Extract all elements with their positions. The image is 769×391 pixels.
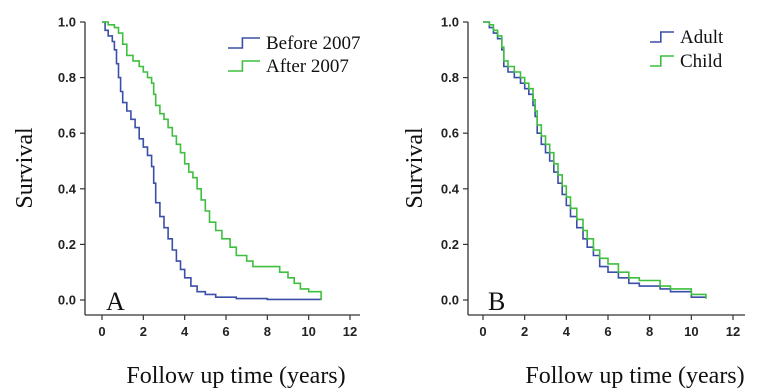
y-tick-label: 0.0 (441, 293, 459, 308)
y-tick-label: 0.0 (58, 293, 76, 308)
series-line-adult (483, 21, 707, 299)
x-tick-label: 2 (521, 324, 528, 339)
x-tick-label: 0 (479, 324, 486, 339)
x-tick-label: 4 (181, 324, 189, 339)
legend-label: Child (680, 51, 723, 72)
legend-key (650, 31, 674, 43)
legend-key (228, 37, 260, 49)
series-line-child (483, 21, 707, 299)
x-tick-label: 12 (726, 324, 740, 339)
legend: Adult Child (650, 27, 724, 72)
y-tick-label: 1.0 (58, 15, 76, 30)
legend-label: Adult (680, 27, 724, 48)
x-axis-title: Follow up time (years) (126, 363, 345, 389)
x-axis-title: Follow up time (years) (525, 363, 744, 389)
legend-key (228, 60, 260, 72)
panel-letter: A (106, 287, 125, 316)
y-tick-label: 0.6 (58, 126, 76, 141)
y-tick-label: 0.4 (441, 181, 460, 196)
y-axis-title: Survival (12, 127, 38, 209)
panel-letter: B (488, 287, 505, 316)
y-tick-label: 1.0 (441, 15, 459, 30)
y-tick-label: 0.2 (441, 237, 459, 252)
x-ticks: 0 2 4 6 8 10 12 (479, 315, 740, 339)
series-line-after-2007 (102, 21, 322, 300)
legend-key (650, 55, 674, 67)
y-tick-label: 0.8 (58, 70, 76, 85)
x-tick-label: 6 (604, 324, 611, 339)
x-tick-label: 12 (343, 324, 357, 339)
y-tick-label: 0.8 (441, 70, 459, 85)
y-tick-label: 0.6 (441, 126, 459, 141)
series-layer (483, 21, 707, 299)
x-tick-label: 2 (140, 324, 147, 339)
x-tick-label: 10 (301, 324, 315, 339)
series-layer (102, 21, 322, 301)
x-tick-label: 8 (646, 324, 653, 339)
y-ticks: 0.0 0.2 0.4 0.6 0.8 1.0 (58, 15, 85, 308)
legend-label: Before 2007 (266, 33, 360, 54)
x-tick-label: 4 (563, 324, 571, 339)
series-line-before-2007 (102, 21, 322, 301)
x-tick-label: 10 (684, 324, 698, 339)
y-axis-title: Survival (402, 127, 428, 209)
y-tick-label: 0.4 (58, 181, 77, 196)
x-tick-label: 6 (222, 324, 229, 339)
legend-label: After 2007 (266, 56, 349, 77)
panel-b: 0 2 4 6 8 10 12 0.0 0.2 0.4 0.6 0.8 1.0 Follow up t… (402, 15, 745, 389)
panel-a: 0 2 4 6 8 10 12 0.0 0.2 0.4 0.6 0.8 1.0 Follow up t… (12, 15, 360, 390)
y-tick-label: 0.2 (58, 237, 76, 252)
x-tick-label: 8 (264, 324, 271, 339)
x-ticks: 0 2 4 6 8 10 12 (98, 315, 357, 339)
y-ticks: 0.0 0.2 0.4 0.6 0.8 1.0 (441, 15, 468, 308)
x-tick-label: 0 (98, 324, 105, 339)
